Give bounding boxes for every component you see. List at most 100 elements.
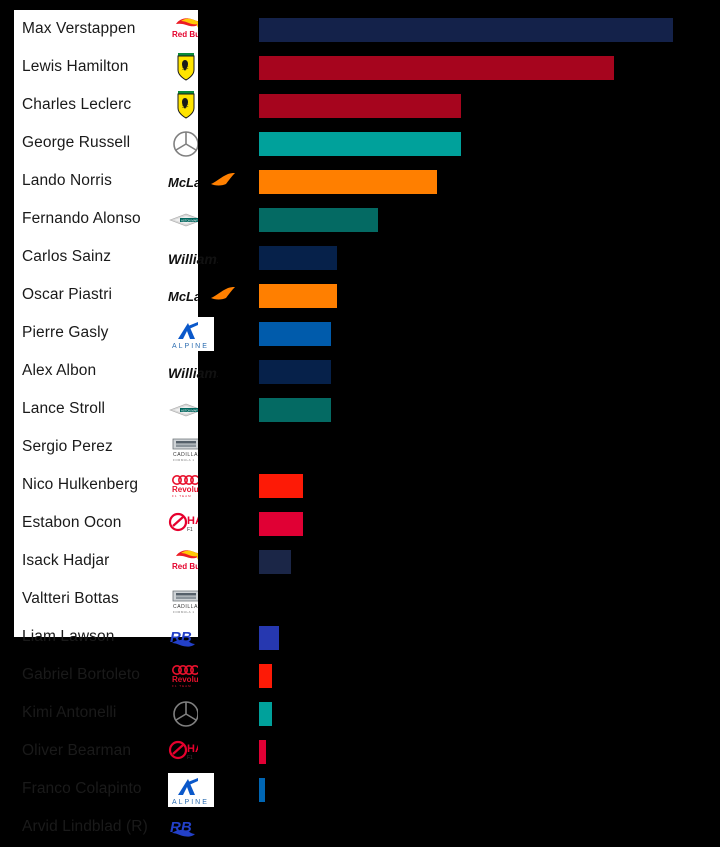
table-row: Oliver Bearman HAASF1 [0,733,720,771]
driver-name-label: Pierre Gasly [22,324,109,341]
table-row: Alex Albon Williams [0,353,720,391]
table-row: Isack Hadjar Red Bull [0,543,720,581]
table-row: Franco Colapinto ALPINE [0,771,720,809]
driver-name-label: Lance Stroll [22,400,106,417]
williams-logo: Williams [168,355,218,389]
driver-name-label: Gabriel Bortoleto [22,666,141,683]
bar-williams [259,360,331,384]
aston-martin-logo: ASTON MARTIN [168,393,198,427]
bar-haas [259,512,303,536]
red-bull-logo: Red Bull [168,545,198,579]
driver-name-label: Nico Hulkenberg [22,476,139,493]
svg-text:HAAS: HAAS [187,743,198,755]
cadillac-logo: CADILLACFORMULA 1 [168,583,198,617]
svg-text:ASTON MARTIN: ASTON MARTIN [181,408,198,412]
table-row: Liam Lawson RB [0,619,720,657]
audi-revolut-logo: RevolutF1 TEAM [168,659,198,693]
table-row: Lewis Hamilton SF [0,49,720,87]
driver-name-label: Kimi Antonelli [22,704,117,721]
driver-name-label: Oliver Bearman [22,742,132,759]
svg-text:McLaren: McLaren [168,175,198,190]
driver-name-label: George Russell [22,134,131,151]
driver-name-label: Franco Colapinto [22,780,142,797]
svg-text:F1: F1 [187,527,193,533]
driver-label-panel [14,10,198,637]
table-row: Nico Hulkenberg RevolutF1 TEAM [0,467,720,505]
table-row: Arvid Lindblad (R) RB [0,809,720,847]
driver-name-label: Isack Hadjar [22,552,110,569]
bar-haas [259,740,266,764]
bar-alpine [259,778,265,802]
bar-mclaren [259,170,437,194]
bar-williams [259,246,337,270]
svg-text:SF: SF [182,66,188,72]
cadillac-logo: CADILLACFORMULA 1 [168,431,198,465]
table-row: Pierre Gasly ALPINE [0,315,720,353]
svg-text:Williams: Williams [168,251,218,267]
mclaren-speedmark-icon [210,172,236,188]
table-row: Estabon Ocon HAASF1 [0,505,720,543]
svg-text:F1 TEAM: F1 TEAM [172,684,192,688]
driver-name-label: Estabon Ocon [22,514,122,531]
svg-text:FORMULA 1: FORMULA 1 [173,610,195,614]
haas-logo: HAASF1 [168,507,198,541]
svg-text:HAAS: HAAS [187,515,198,527]
table-row: Valtteri Bottas CADILLACFORMULA 1 [0,581,720,619]
svg-text:ALPINE: ALPINE [172,799,209,806]
svg-text:Red Bull: Red Bull [172,30,198,39]
bar-racing-bulls [259,626,279,650]
driver-name-label: Fernando Alonso [22,210,141,227]
table-row: George Russell [0,125,720,163]
svg-text:CADILLAC: CADILLAC [173,452,198,458]
svg-text:FORMULA 1: FORMULA 1 [173,458,195,462]
bar-mclaren [259,284,337,308]
svg-text:SF: SF [182,104,188,110]
svg-text:Revolut: Revolut [172,675,198,684]
svg-text:ALPINE: ALPINE [172,343,209,350]
bar-ferrari [259,94,461,118]
svg-text:Williams: Williams [168,365,218,381]
driver-name-label: Lewis Hamilton [22,58,129,75]
table-row: Gabriel Bortoleto RevolutF1 TEAM [0,657,720,695]
svg-text:F1 TEAM: F1 TEAM [172,494,192,498]
bar-audi [259,664,272,688]
table-row: Sergio Perez CADILLACFORMULA 1 [0,429,720,467]
driver-name-label: Oscar Piastri [22,286,113,303]
svg-text:McLaren: McLaren [168,289,198,304]
red-bull-logo: Red Bull [168,13,198,47]
table-row: Kimi Antonelli [0,695,720,733]
mclaren-logo: McLaren [168,165,198,199]
svg-text:F1: F1 [187,755,193,761]
aston-martin-logo: ASTON MARTIN [168,203,198,237]
driver-name-label: Liam Lawson [22,628,115,645]
bar-mercedes [259,132,461,156]
svg-text:CADILLAC: CADILLAC [173,604,198,610]
table-row: Fernando Alonso ASTON MARTIN [0,201,720,239]
svg-text:ASTON MARTIN: ASTON MARTIN [181,218,198,222]
driver-name-label: Sergio Perez [22,438,113,455]
williams-logo: Williams [168,241,218,275]
bar-mercedes [259,702,272,726]
audi-revolut-logo: RevolutF1 TEAM [168,469,198,503]
driver-name-label: Valtteri Bottas [22,590,119,607]
driver-name-label: Carlos Sainz [22,248,112,265]
mercedes-logo [168,127,198,161]
driver-name-label: Arvid Lindblad (R) [22,818,148,835]
bar-aston [259,208,378,232]
alpine-logo: ALPINE [168,773,218,807]
ferrari-logo: SF [168,89,198,123]
bar-red-bull [259,550,291,574]
driver-name-label: Max Verstappen [22,20,136,37]
mclaren-speedmark-icon [210,286,236,302]
mercedes-logo [168,697,198,731]
table-row: Lance Stroll ASTON MARTIN [0,391,720,429]
racing-bulls-logo: RB [168,811,198,845]
haas-logo: HAASF1 [168,735,198,769]
racing-bulls-logo: RB [168,621,198,655]
bar-red-bull [259,18,673,42]
alpine-logo: ALPINE [168,317,218,351]
table-row: Max Verstappen Red Bull [0,11,720,49]
svg-text:Red Bull: Red Bull [172,562,198,571]
driver-name-label: Alex Albon [22,362,97,379]
